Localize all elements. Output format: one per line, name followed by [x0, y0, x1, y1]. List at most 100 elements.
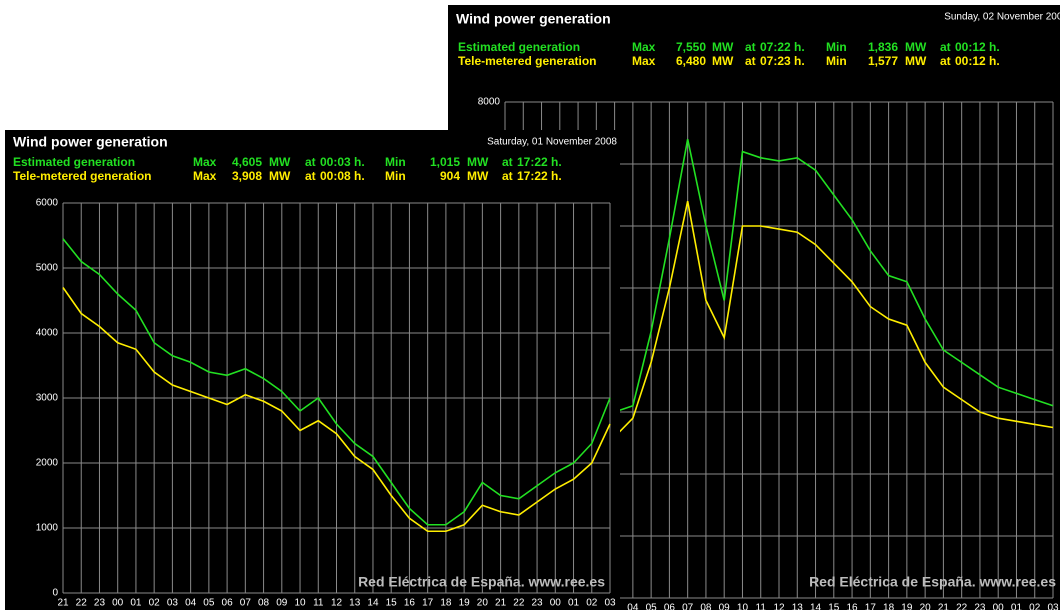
- legend-unit: MW: [269, 155, 291, 169]
- x-tick-label: 00: [112, 598, 124, 609]
- x-tick-label: 04: [627, 603, 639, 610]
- legend-max-value: 6,480: [676, 54, 706, 68]
- legend-max-word: Max: [193, 169, 217, 183]
- y-tick-label: 2000: [36, 458, 59, 469]
- series-line: [62, 287, 611, 533]
- x-tick-label: 20: [920, 603, 932, 610]
- x-tick-label: 08: [258, 598, 270, 609]
- x-tick-label: 10: [294, 598, 306, 609]
- x-tick-label: 01: [568, 598, 580, 609]
- x-tick-label: 21: [57, 598, 69, 609]
- chart-date: Sunday, 02 November 2008: [944, 12, 1060, 23]
- x-tick-label: 11: [756, 603, 767, 610]
- x-tick-label: 03: [167, 598, 179, 609]
- source-watermark: Red Eléctrica de España. www.ree.es: [358, 574, 605, 590]
- x-tick-label: 14: [810, 603, 822, 610]
- x-tick-label: 23: [94, 598, 106, 609]
- legend-max-value: 4,605: [232, 155, 262, 169]
- x-tick-label: 02: [149, 598, 161, 609]
- legend-unit: MW: [467, 169, 489, 183]
- x-tick-label: 09: [276, 598, 288, 609]
- x-tick-label: 06: [664, 603, 676, 610]
- legend-at: at: [745, 54, 756, 68]
- x-tick-label: 03: [604, 598, 616, 609]
- x-tick-label: 00: [993, 603, 1005, 610]
- x-tick-label: 10: [737, 603, 749, 610]
- legend-max-time: 00:03 h.: [320, 155, 365, 169]
- legend-min-value: 1,015: [430, 155, 460, 169]
- y-tick-label: 8000: [478, 97, 501, 108]
- x-tick-label: 07: [240, 598, 252, 609]
- legend-max-word: Max: [632, 40, 656, 54]
- legend-min-time: 17:22 h.: [517, 169, 562, 183]
- chart-panel: Wind power generation Saturday, 01 Novemb…: [5, 130, 620, 610]
- legend-entry: Estimated generation: [13, 155, 135, 169]
- legend-at: at: [745, 40, 756, 54]
- legend-unit: MW: [467, 155, 489, 169]
- x-tick-label: 15: [386, 598, 398, 609]
- legend-at: at: [940, 54, 951, 68]
- x-tick-label: 21: [938, 603, 950, 610]
- x-tick-label: 01: [1011, 603, 1023, 610]
- x-tick-label: 19: [459, 598, 471, 609]
- legend-unit: MW: [905, 54, 927, 68]
- x-tick-label: 17: [422, 598, 434, 609]
- x-tick-label: 09: [719, 603, 731, 610]
- x-tick-label: 16: [847, 603, 859, 610]
- x-tick-label: 22: [956, 603, 968, 610]
- x-tick-label: 06: [222, 598, 234, 609]
- y-tick-label: 1000: [36, 523, 59, 534]
- legend-max-word: Max: [632, 54, 656, 68]
- legend-at: at: [305, 169, 316, 183]
- legend-max-word: Max: [193, 155, 217, 169]
- legend-min-word: Min: [826, 54, 847, 68]
- x-tick-label: 13: [792, 603, 804, 610]
- chart-title: Wind power generation: [456, 11, 611, 27]
- x-tick-label: 14: [367, 598, 379, 609]
- x-tick-label: 02: [1029, 603, 1041, 610]
- x-tick-label: 05: [646, 603, 658, 610]
- legend-min-value: 1,577: [868, 54, 898, 68]
- x-tick-label: 18: [883, 603, 895, 610]
- legend-unit: MW: [712, 40, 734, 54]
- legend-min-word: Min: [385, 169, 406, 183]
- x-tick-label: 21: [495, 598, 507, 609]
- x-tick-label: 12: [773, 603, 785, 610]
- legend-unit: MW: [712, 54, 734, 68]
- legend-min-time: 00:12 h.: [955, 40, 1000, 54]
- legend-max-time: 07:22 h.: [760, 40, 805, 54]
- x-tick-label: 04: [185, 598, 197, 609]
- legend-min-time: 00:12 h.: [955, 54, 1000, 68]
- legend-at: at: [502, 169, 513, 183]
- legend-min-word: Min: [826, 40, 847, 54]
- y-tick-label: 4000: [36, 328, 59, 339]
- legend-max-time: 07:23 h.: [760, 54, 805, 68]
- x-tick-label: 20: [477, 598, 489, 609]
- legend-at: at: [502, 155, 513, 169]
- x-tick-label: 01: [130, 598, 142, 609]
- legend-at: at: [940, 40, 951, 54]
- y-tick-label: 0: [52, 588, 58, 599]
- y-tick-label: 6000: [36, 198, 59, 209]
- legend-entry: Tele-metered generation: [458, 54, 596, 68]
- legend-at: at: [305, 155, 316, 169]
- x-tick-label: 00: [550, 598, 562, 609]
- legend-min-word: Min: [385, 155, 406, 169]
- panel-background: [5, 130, 620, 610]
- legend-unit: MW: [905, 40, 927, 54]
- y-tick-label: 3000: [36, 393, 59, 404]
- x-tick-label: 03: [1047, 603, 1059, 610]
- x-tick-label: 18: [440, 598, 452, 609]
- x-tick-label: 19: [901, 603, 913, 610]
- legend-unit: MW: [269, 169, 291, 183]
- legend-max-value: 3,908: [232, 169, 262, 183]
- legend-entry: Estimated generation: [458, 40, 580, 54]
- x-tick-label: 11: [313, 598, 324, 609]
- legend-min-time: 17:22 h.: [517, 155, 562, 169]
- x-tick-label: 05: [203, 598, 215, 609]
- chart-title: Wind power generation: [13, 134, 168, 150]
- x-tick-label: 08: [700, 603, 712, 610]
- legend-max-value: 7,550: [676, 40, 706, 54]
- legend-min-value: 904: [440, 169, 460, 183]
